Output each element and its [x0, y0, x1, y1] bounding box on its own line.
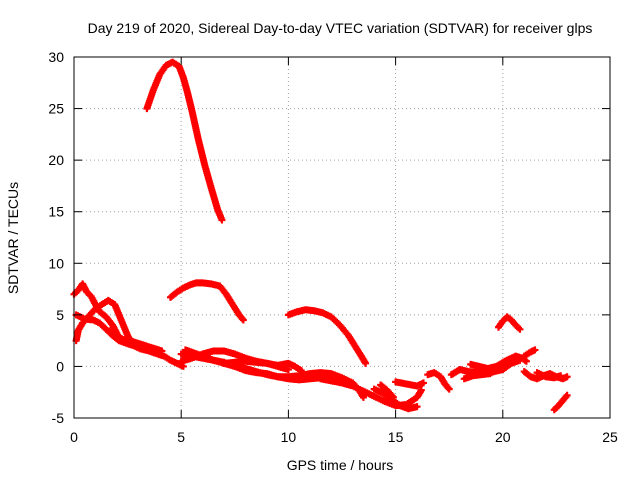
- series-arc-mid-g: [377, 381, 397, 401]
- x-tick-label: 0: [70, 429, 78, 445]
- y-tick-label: 10: [48, 255, 64, 271]
- series-arc-late-g: [533, 369, 565, 382]
- data-point: [413, 403, 421, 411]
- series-arc-hump: [166, 279, 247, 324]
- series-arc-mid-d: [220, 357, 305, 375]
- y-axis-label: SDTVAR / TECUs: [5, 182, 21, 294]
- x-axis-label: GPS time / hours: [287, 457, 394, 473]
- data-point: [297, 367, 305, 375]
- data-point: [445, 385, 453, 393]
- series-arc-second-hump: [284, 306, 370, 367]
- series-arc-late-a: [424, 369, 453, 393]
- data-point: [158, 347, 166, 355]
- data-point: [563, 373, 571, 381]
- y-tick-label: 25: [48, 101, 64, 117]
- series-arc-late-h: [550, 391, 571, 414]
- data-point: [239, 316, 247, 324]
- x-tick-label: 5: [177, 429, 185, 445]
- y-tick-label: 0: [56, 358, 64, 374]
- data-point: [419, 379, 427, 387]
- y-tick-label: 15: [48, 204, 64, 220]
- data-point: [359, 393, 367, 401]
- data-point: [563, 391, 571, 399]
- data-point: [510, 354, 518, 362]
- x-tick-label: 25: [602, 429, 618, 445]
- x-tick-label: 15: [388, 429, 404, 445]
- y-tick-label: 30: [48, 49, 64, 65]
- data-point: [522, 357, 530, 365]
- y-tick-label: -5: [52, 410, 65, 426]
- series-arc-late-bump: [495, 313, 524, 333]
- data-point: [557, 372, 565, 380]
- plot-frame: [73, 56, 611, 419]
- series-arc-late-d: [467, 354, 518, 372]
- series-arc-early-low2: [106, 326, 166, 355]
- chart-title: Day 219 of 2020, Sidereal Day-to-day VTE…: [88, 20, 593, 36]
- data-point: [284, 366, 292, 374]
- y-tick-label: 20: [48, 152, 64, 168]
- x-tick-label: 10: [281, 429, 297, 445]
- data-point: [531, 346, 539, 354]
- data-point: [389, 393, 397, 401]
- series-arc-mid-h: [392, 378, 427, 390]
- series-arc-late-e: [520, 346, 539, 360]
- x-tick-label: 20: [495, 429, 511, 445]
- series-arc-peak: [143, 58, 226, 224]
- data-point: [362, 359, 370, 367]
- axis-ticks: 0 5 10 15 20 25 -5 0 5 10 15 20 25 30: [48, 49, 618, 445]
- data-point: [218, 216, 226, 224]
- plot-area: [70, 58, 571, 414]
- y-tick-label: 5: [56, 307, 64, 323]
- grid: [74, 57, 610, 418]
- data-point: [516, 325, 524, 333]
